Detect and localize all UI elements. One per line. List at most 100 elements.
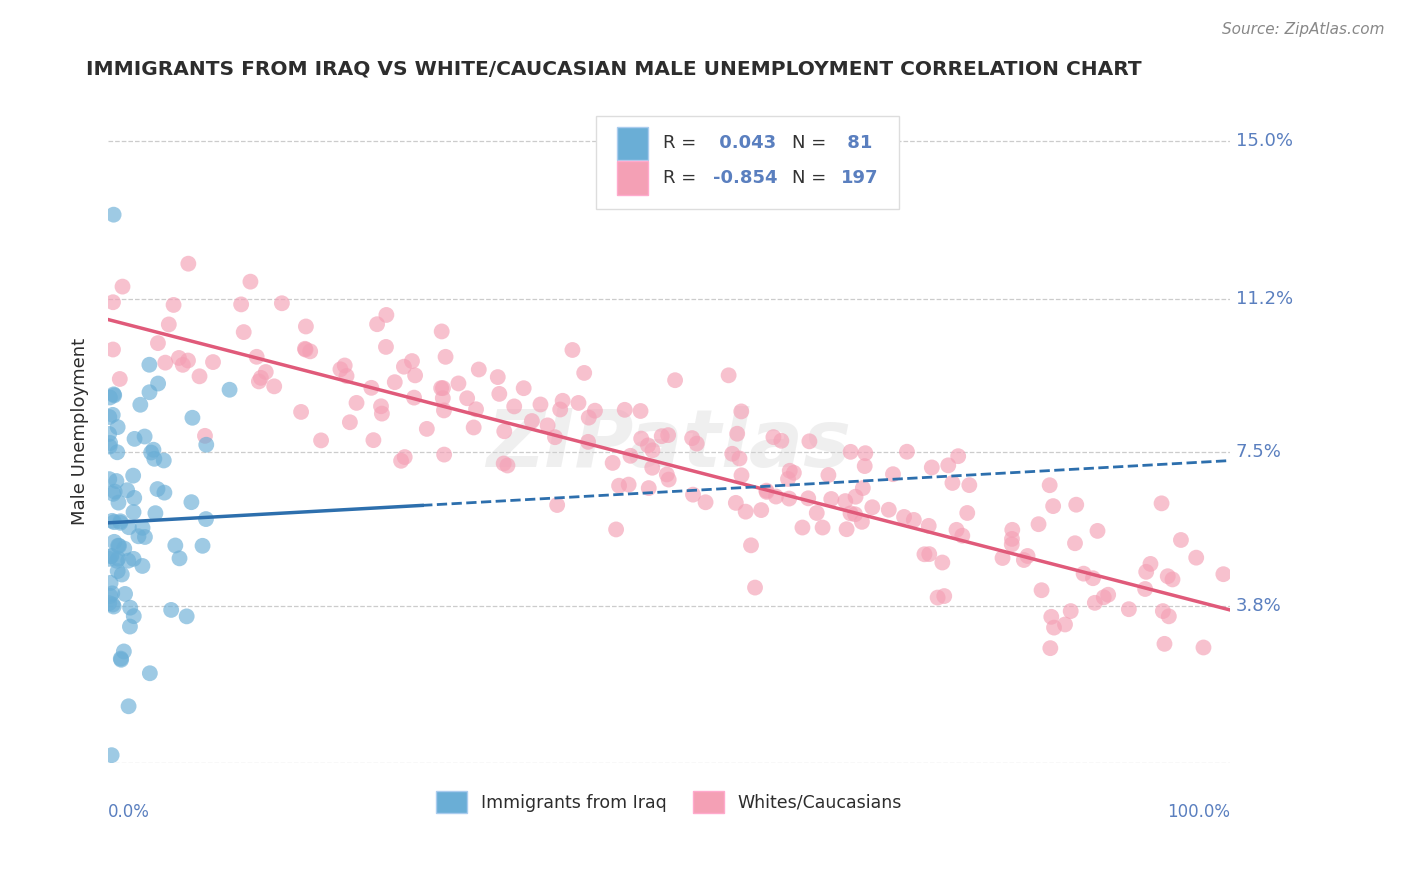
Point <box>641 460 664 475</box>
Point <box>375 308 398 322</box>
Point <box>191 539 214 553</box>
Point <box>339 415 361 429</box>
Point <box>1170 533 1192 547</box>
Point <box>851 515 873 529</box>
Point <box>494 424 516 438</box>
Point <box>770 434 793 448</box>
Point <box>931 556 953 570</box>
Point <box>433 403 456 417</box>
Point <box>177 257 200 271</box>
Point <box>371 407 394 421</box>
Point <box>853 446 876 460</box>
Point <box>630 404 652 418</box>
Point <box>578 410 600 425</box>
Text: 15.0%: 15.0% <box>1236 132 1292 150</box>
Point <box>1185 550 1208 565</box>
Point <box>617 477 640 491</box>
Point <box>744 581 766 595</box>
Point <box>384 375 406 389</box>
Text: 0.0%: 0.0% <box>108 804 150 822</box>
Point <box>309 434 332 448</box>
Point <box>820 491 842 506</box>
Point <box>1042 499 1064 513</box>
Point <box>835 522 858 536</box>
Point <box>188 369 211 384</box>
Point <box>637 438 659 452</box>
Point <box>664 373 686 387</box>
Point <box>799 434 821 449</box>
Point <box>877 502 900 516</box>
Point <box>172 358 194 372</box>
Point <box>765 490 787 504</box>
Point <box>488 387 510 401</box>
Point <box>1118 602 1140 616</box>
Point <box>152 453 174 467</box>
Point <box>486 370 509 384</box>
Point <box>155 356 177 370</box>
Point <box>180 495 202 509</box>
Point <box>536 418 558 433</box>
Point <box>839 507 862 521</box>
Point <box>734 505 756 519</box>
Point <box>1212 567 1234 582</box>
Point <box>122 609 145 624</box>
Point <box>103 387 125 401</box>
Point <box>434 350 457 364</box>
Point <box>605 523 627 537</box>
Point <box>101 514 124 528</box>
Text: R =: R = <box>664 169 703 187</box>
Point <box>100 549 122 563</box>
Point <box>153 485 176 500</box>
Point <box>936 458 959 473</box>
Point <box>98 552 121 566</box>
Point <box>165 539 187 553</box>
Point <box>463 420 485 434</box>
Point <box>124 432 146 446</box>
Point <box>783 466 806 480</box>
Point <box>239 275 262 289</box>
Point <box>103 208 125 222</box>
Point <box>561 343 583 357</box>
Point <box>177 353 200 368</box>
Point <box>120 600 142 615</box>
Point <box>1087 524 1109 538</box>
Point <box>333 359 356 373</box>
Point <box>131 558 153 573</box>
Point <box>98 596 121 610</box>
Point <box>294 342 316 356</box>
Point <box>110 653 132 667</box>
Point <box>139 445 162 459</box>
Point <box>295 319 318 334</box>
Point <box>806 506 828 520</box>
Point <box>755 484 778 499</box>
Point <box>294 343 316 357</box>
Point <box>641 443 664 458</box>
Point <box>416 422 439 436</box>
Point <box>548 402 571 417</box>
Point <box>247 375 270 389</box>
Point <box>717 368 740 383</box>
Point <box>852 481 875 495</box>
Point <box>893 510 915 524</box>
Text: ZIPatlas: ZIPatlas <box>486 406 852 483</box>
Point <box>1031 583 1053 598</box>
Point <box>797 491 820 506</box>
Point <box>903 513 925 527</box>
Point <box>1153 637 1175 651</box>
Point <box>946 449 969 463</box>
Point <box>167 351 190 365</box>
Point <box>544 430 567 444</box>
Point <box>98 440 121 454</box>
Point <box>456 391 478 405</box>
Point <box>370 399 392 413</box>
Point <box>169 551 191 566</box>
Point <box>103 515 125 529</box>
Point <box>844 508 866 522</box>
Point <box>108 539 131 553</box>
Point <box>695 495 717 509</box>
Point <box>520 414 543 428</box>
Point <box>1040 609 1063 624</box>
Point <box>122 468 145 483</box>
Point <box>115 483 138 498</box>
Point <box>122 552 145 566</box>
